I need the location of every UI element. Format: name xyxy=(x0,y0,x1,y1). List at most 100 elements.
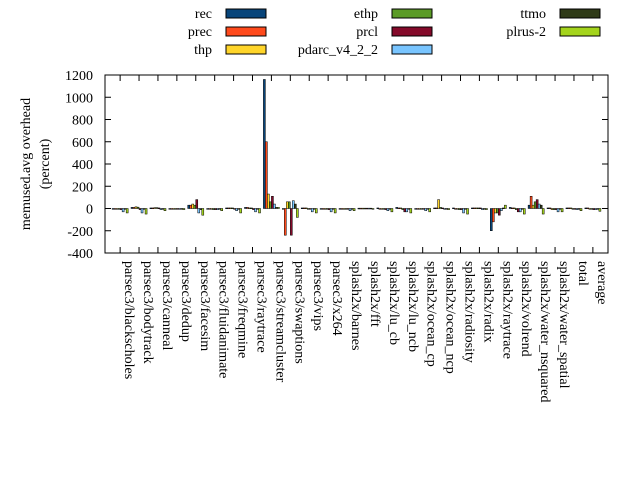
bar-ttmo xyxy=(577,208,581,210)
bar-ethp xyxy=(552,208,556,210)
bar-ethp xyxy=(250,207,253,209)
bar-thp xyxy=(550,208,554,210)
bar-plrus-2 xyxy=(277,207,280,209)
bar-pdarc_v4_2_2 xyxy=(254,208,257,213)
bar-prcl xyxy=(460,208,463,210)
bar-thp xyxy=(153,207,157,209)
bar-ttmo xyxy=(294,203,297,209)
bar-pdarc_v4_2_2 xyxy=(518,208,522,213)
bar-prec xyxy=(548,207,552,209)
bar-prcl xyxy=(327,208,331,210)
bar-plrus-2 xyxy=(163,208,167,211)
x-tick-label: splash2x/barnes xyxy=(348,261,363,350)
bar-ethp xyxy=(155,207,159,209)
bar-prcl xyxy=(346,208,350,210)
bar-prcl xyxy=(157,207,161,209)
x-tick-label: parsec3/facesim xyxy=(197,261,212,351)
x-tick-label: parsec3/freqmine xyxy=(235,261,250,358)
bar-thp xyxy=(494,208,497,214)
bar-pdarc_v4_2_2 xyxy=(159,208,163,210)
bar-ethp xyxy=(212,208,215,210)
legend-swatch-pdarc_v4_2_2 xyxy=(391,44,433,55)
bar-pdarc_v4_2_2 xyxy=(556,208,560,213)
bar-rec xyxy=(376,207,380,209)
bar-thp xyxy=(286,201,289,209)
bar-rec xyxy=(187,204,190,209)
bar-pdarc_v4_2_2 xyxy=(329,208,333,213)
y-tick-label: 400 xyxy=(72,158,93,173)
bar-ttmo xyxy=(483,208,486,210)
bar-ttmo xyxy=(350,208,354,210)
bar-rec xyxy=(527,204,531,209)
bar-rec xyxy=(546,207,550,209)
x-tick-label: parsec3/raytrace xyxy=(253,261,268,353)
bar-plrus-2 xyxy=(296,208,299,218)
bar-plrus-2 xyxy=(579,208,583,211)
bar-ethp xyxy=(193,204,197,209)
bar-plrus-2 xyxy=(409,208,413,214)
bar-pdarc_v4_2_2 xyxy=(386,208,390,211)
bar-pdarc_v4_2_2 xyxy=(216,208,219,210)
bar-ttmo xyxy=(596,208,600,210)
bar-pdarc_v4_2_2 xyxy=(348,208,352,211)
bar-plrus-2 xyxy=(333,208,337,214)
x-tick-label: splash2x/fft xyxy=(367,261,382,327)
bar-plrus-2 xyxy=(390,208,394,213)
bar-plrus-2 xyxy=(371,208,375,210)
bar-thp xyxy=(380,208,384,210)
x-tick-label: parsec3/x264 xyxy=(329,261,344,336)
bar-plrus-2 xyxy=(485,208,488,210)
bar-prec xyxy=(208,208,211,210)
bar-rec xyxy=(471,207,474,209)
bar-rec xyxy=(319,208,323,210)
x-tick-label: splash2x/water_spatial xyxy=(556,261,571,389)
bar-prec xyxy=(113,208,117,210)
x-tick-label: parsec3/vips xyxy=(310,261,325,331)
bar-rec xyxy=(225,207,228,209)
bar-ttmo xyxy=(502,207,505,209)
bar-ethp xyxy=(344,208,348,210)
bar-ethp xyxy=(136,206,140,209)
bar-rec xyxy=(508,207,512,209)
bar-rec xyxy=(206,208,209,210)
bar-prec xyxy=(340,208,344,210)
bar-prec xyxy=(510,207,514,209)
bar-plrus-2 xyxy=(428,208,431,213)
bar-prec xyxy=(435,207,438,209)
bar-prec xyxy=(302,207,306,209)
bar-ethp xyxy=(439,207,442,209)
bar-ttmo xyxy=(407,208,411,210)
bar-pdarc_v4_2_2 xyxy=(121,208,125,213)
y-tick-label: 1000 xyxy=(65,91,93,106)
bar-plrus-2 xyxy=(144,208,148,215)
bar-prcl xyxy=(479,207,482,209)
bar-plrus-2 xyxy=(523,208,526,215)
bar-prec xyxy=(586,207,590,209)
bar-prcl xyxy=(308,208,312,210)
legend-label-rec: rec xyxy=(195,7,212,22)
bar-thp xyxy=(342,208,346,210)
bar-rec xyxy=(282,208,285,210)
bar-pdarc_v4_2_2 xyxy=(575,208,579,210)
bar-thp xyxy=(172,208,176,210)
bar-thp xyxy=(588,208,592,210)
bar-rec xyxy=(565,207,569,209)
bar-pdarc_v4_2_2 xyxy=(537,203,541,209)
bar-prcl xyxy=(403,208,407,213)
x-tick-label: splash2x/water_nsquared xyxy=(537,261,552,403)
bar-ttmo xyxy=(123,208,127,210)
x-axis: parsec3/blackscholes parsec3/bodytrack par… xyxy=(119,75,609,403)
bar-thp xyxy=(248,207,251,209)
legend-label-prec: prec xyxy=(188,25,212,40)
bar-prec xyxy=(189,204,192,209)
bar-pdarc_v4_2_2 xyxy=(481,208,484,210)
bar-prec xyxy=(284,208,287,236)
bar-rec xyxy=(490,208,493,231)
bar-thp xyxy=(304,207,308,209)
bar-ethp xyxy=(533,201,537,209)
y-tick-label: 600 xyxy=(72,136,93,151)
y-axis: -400 -200 0 200 400 600 800 1000 1200 xyxy=(65,69,608,262)
bar-thp xyxy=(475,207,478,209)
bar-ethp xyxy=(458,208,461,210)
